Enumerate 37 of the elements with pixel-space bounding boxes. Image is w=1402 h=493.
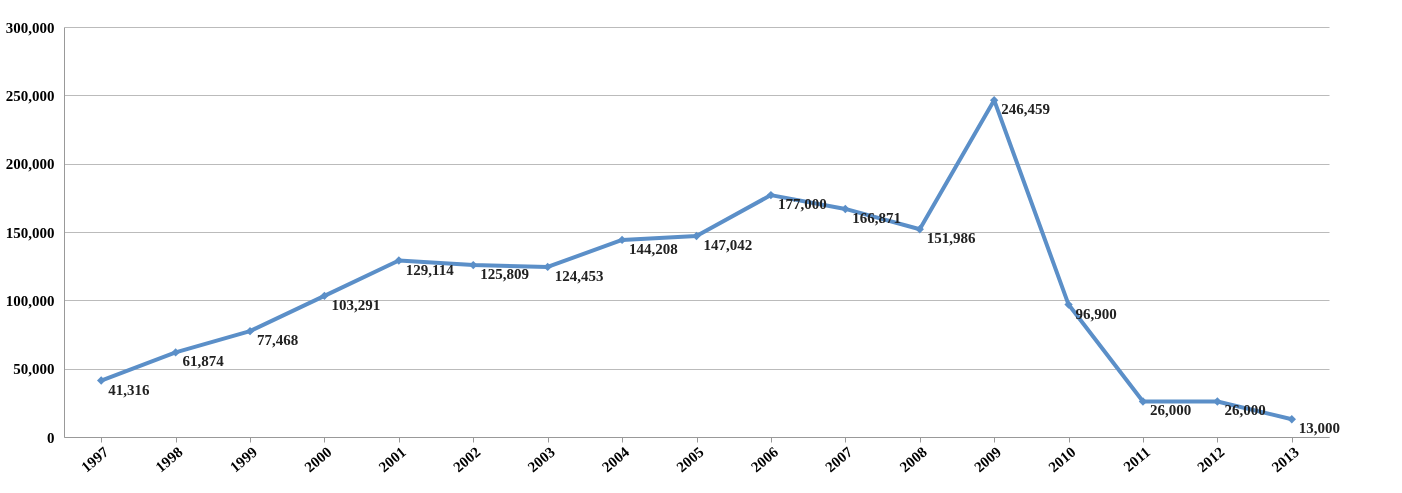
point	[841, 204, 850, 214]
x-tick-label: 2001	[375, 443, 409, 476]
x-tick-label: 2012	[1194, 443, 1228, 476]
point	[245, 326, 255, 336]
y-tick-label: 100,000	[5, 292, 55, 309]
text: 96,900	[1075, 305, 1117, 322]
text: 151,986	[926, 230, 976, 247]
x-tick-label: 2009	[971, 443, 1005, 476]
text: 13,000	[1298, 420, 1341, 437]
text: 147,042	[703, 237, 753, 254]
text: 103,291	[331, 296, 381, 313]
x-tick-label: 2002	[450, 443, 484, 476]
text: 124,453	[554, 267, 604, 284]
y-tick-label: 0	[47, 429, 55, 446]
x-tick-label: 1999	[226, 443, 261, 476]
point	[97, 376, 106, 385]
y-tick-label: 150,000	[5, 224, 55, 241]
point	[320, 291, 329, 301]
point	[1287, 415, 1296, 424]
text: 61,874	[182, 353, 224, 370]
x-tick-label: 1998	[152, 443, 186, 476]
y-tick-label: 300,000	[5, 19, 55, 36]
text: 125,809	[480, 266, 530, 283]
y-tick-label: 200,000	[5, 156, 55, 173]
x-tick-label: 2011	[1120, 443, 1154, 475]
point	[692, 231, 701, 241]
point	[171, 348, 180, 357]
text: 26,000	[1149, 402, 1192, 419]
point	[1064, 300, 1073, 309]
y-tick-label: 50,000	[13, 361, 55, 378]
text: 41,316	[108, 381, 150, 398]
text: 144,208	[629, 240, 678, 257]
point	[915, 225, 924, 234]
text: 77,468	[257, 332, 299, 349]
text: 129,114	[405, 261, 454, 278]
y-tick-label: 250,000	[5, 87, 55, 104]
text: 246,459	[1001, 101, 1050, 118]
